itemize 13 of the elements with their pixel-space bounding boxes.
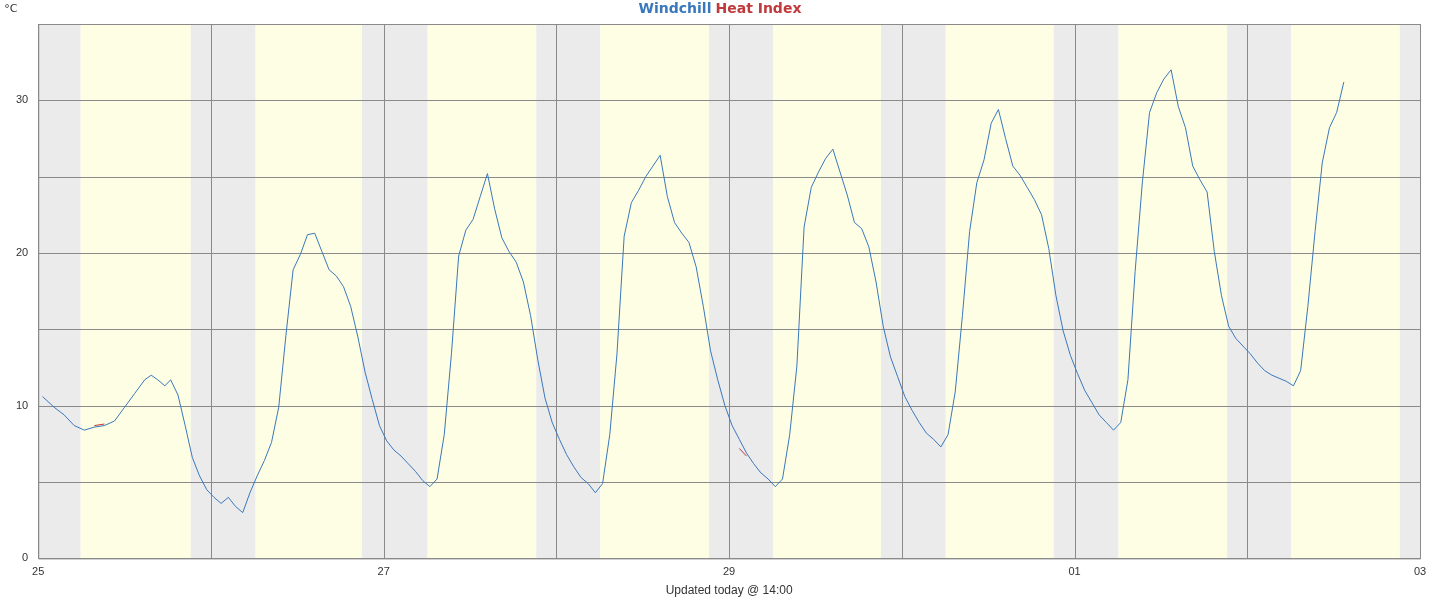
x-tick-label: 29 bbox=[722, 565, 736, 578]
text: Heat Index bbox=[715, 0, 802, 16]
y-tick-label: 30 bbox=[15, 93, 29, 106]
y-tick-label: 0 bbox=[22, 551, 29, 564]
x-tick-label: 27 bbox=[377, 565, 390, 578]
y-tick-label: 20 bbox=[15, 246, 29, 259]
text: Windchill bbox=[638, 0, 712, 16]
y-axis-title: °C bbox=[4, 2, 18, 15]
x-tick-label: 03 bbox=[1413, 565, 1427, 578]
x-tick-label: 01 bbox=[1068, 565, 1081, 578]
x-tick-label: 25 bbox=[32, 565, 45, 578]
x-axis-title: Updated today @ 14:00 bbox=[665, 583, 793, 598]
y-tick-label: 10 bbox=[15, 398, 29, 411]
